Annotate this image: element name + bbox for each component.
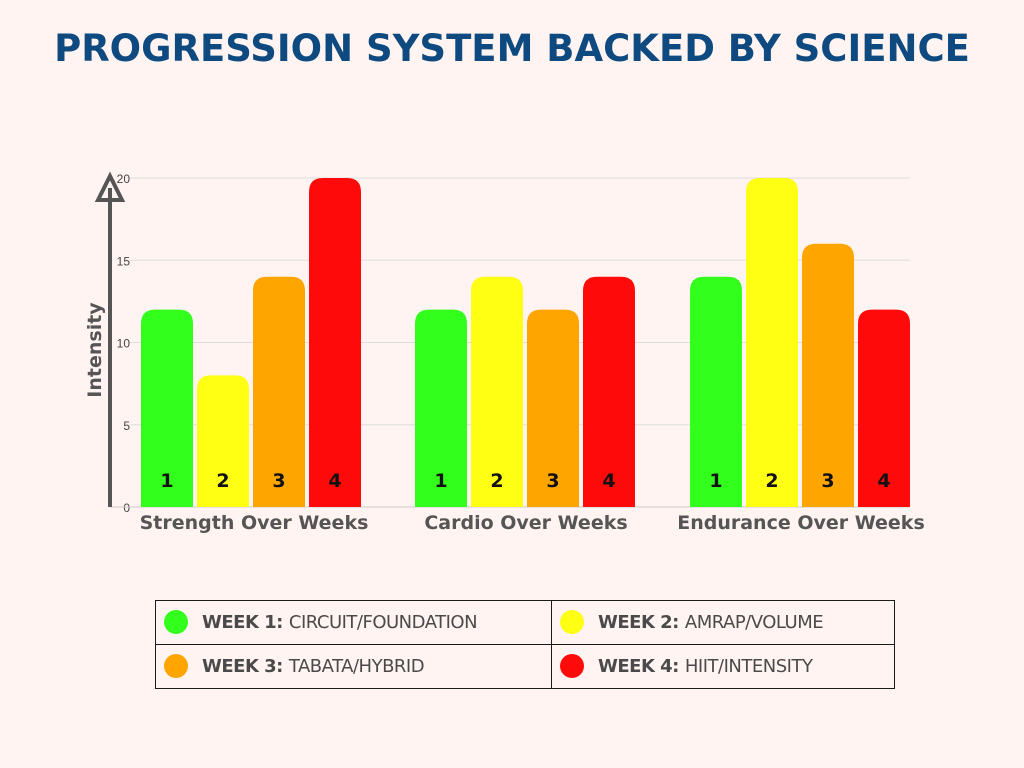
y-tick-label: 15 [117,254,131,268]
x-category-label: Cardio Over Weeks [424,512,627,534]
legend-week-label: WEEK 3: [202,655,283,677]
legend-item-week-1: WEEK 1: CIRCUIT/FOUNDATION [156,601,552,645]
bar [746,178,798,507]
legend-dot-icon [164,654,188,679]
legend-dot-icon [164,610,188,635]
bar [527,309,579,507]
bar-label: 2 [216,470,229,492]
bar [471,276,523,507]
chart-title: PROGRESSION SYSTEM BACKED BY SCIENCE [54,27,970,70]
bar-label: 1 [160,470,173,492]
legend-dot-icon [560,654,584,679]
legend: WEEK 1: CIRCUIT/FOUNDATION WEEK 2: AMRAP… [155,600,895,689]
y-axis-label: Intensity [84,302,106,398]
bar-label: 4 [877,470,890,492]
y-tick-label: 20 [117,172,131,186]
bar-label: 1 [434,470,447,492]
bar [309,178,361,507]
legend-week-desc: AMRAP/VOLUME [684,611,824,633]
legend-week-label: WEEK 1: [202,611,283,633]
y-tick-label: 5 [123,419,130,433]
bar-label: 4 [602,470,615,492]
y-axis-arrow-icon [94,171,126,202]
y-tick-label: 10 [117,337,131,351]
legend-week-desc: HIIT/INTENSITY [684,655,813,677]
y-tick-label: 0 [123,501,130,515]
legend-week-desc: CIRCUIT/FOUNDATION [288,611,478,633]
bar [583,276,635,507]
bar [141,309,193,507]
legend-item-week-4: WEEK 4: HIIT/INTENSITY [552,645,894,689]
legend-item-week-2: WEEK 2: AMRAP/VOLUME [552,601,894,645]
bar [253,276,305,507]
legend-dot-icon [560,610,584,635]
legend-week-desc: TABATA/HYBRID [288,655,425,677]
legend-week-label: WEEK 4: [598,655,679,677]
x-category-label: Strength Over Weeks [140,512,369,534]
bar-label: 4 [328,470,341,492]
bar-label: 2 [765,470,778,492]
bar-label: 3 [546,470,559,492]
bar [690,276,742,507]
bar [802,243,854,508]
legend-item-week-3: WEEK 3: TABATA/HYBRID [156,644,552,688]
bar [858,309,910,507]
legend-week-label: WEEK 2: [598,611,679,633]
bar [415,309,467,507]
bar [197,375,249,507]
x-category-label: Endurance Over Weeks [677,512,925,534]
bar-label: 2 [490,470,503,492]
bar-label: 3 [272,470,285,492]
bar-label: 3 [821,470,834,492]
bar-label: 1 [709,470,722,492]
